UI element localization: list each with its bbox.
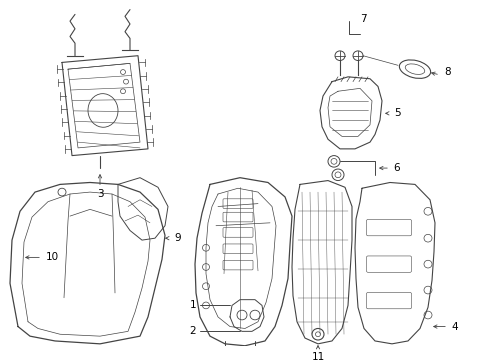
Text: 4: 4: [452, 321, 458, 332]
Text: 9: 9: [175, 233, 181, 243]
Text: 2: 2: [190, 327, 196, 336]
Text: 7: 7: [360, 14, 367, 24]
Text: 5: 5: [393, 108, 400, 118]
Text: 6: 6: [393, 163, 400, 173]
Text: 1: 1: [190, 301, 196, 310]
Text: 10: 10: [46, 252, 59, 262]
Text: 11: 11: [311, 352, 325, 360]
Text: 8: 8: [445, 67, 451, 77]
Text: 3: 3: [97, 189, 103, 199]
